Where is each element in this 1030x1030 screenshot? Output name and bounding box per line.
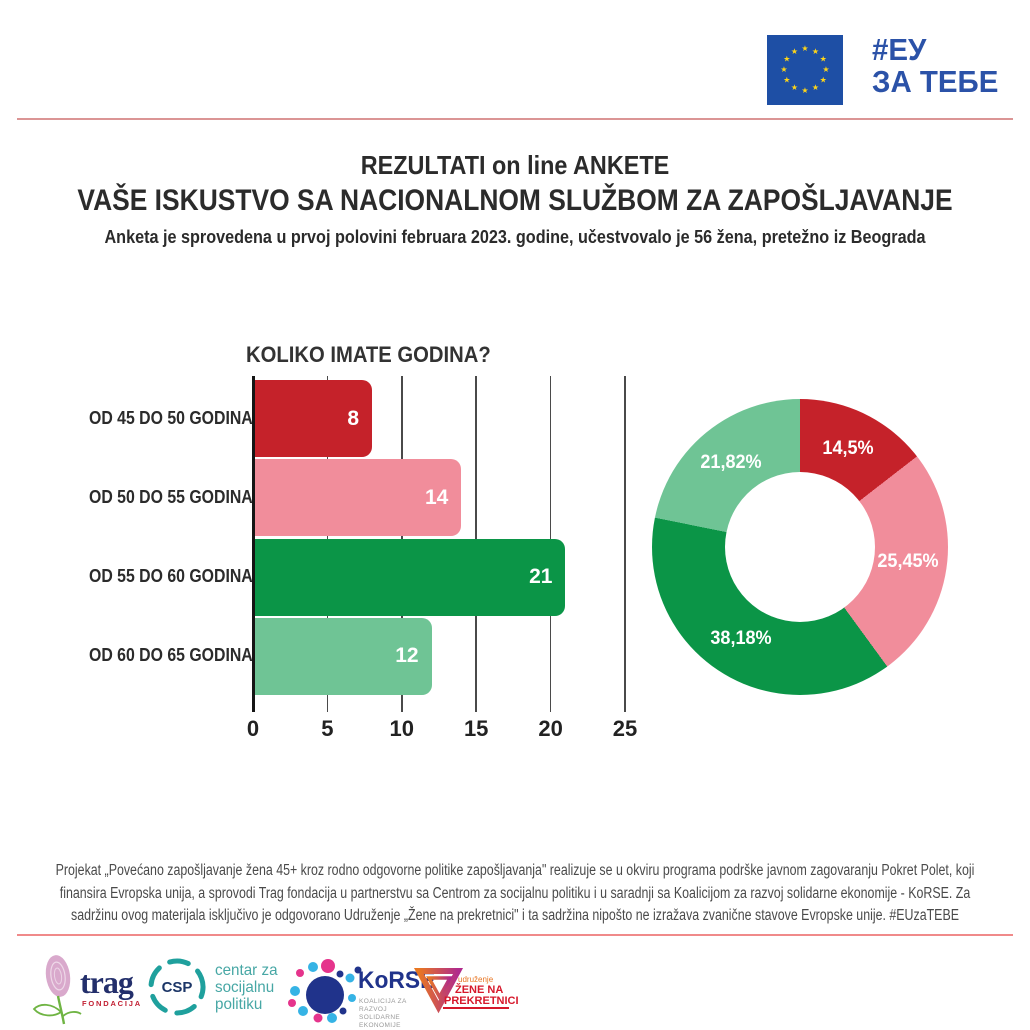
zene-underline	[443, 1007, 509, 1010]
eu-star-icon: ★	[822, 65, 829, 74]
eu-star-icon: ★	[820, 76, 827, 85]
donut-slice-label: 21,82%	[700, 451, 762, 473]
donut-chart: 14,5% 25,45% 38,18% 21,82%	[652, 399, 948, 695]
donut-slice-label: 38,18%	[710, 627, 772, 649]
eu-star-icon: ★	[791, 47, 798, 56]
project-disclaimer: Projekat „Povećano zapošljavanje žena 45…	[55, 862, 975, 924]
korse-logo: KoRSE KOALICIJA ZA RAZVOJ SOLIDARNE EKON…	[287, 950, 435, 1029]
bar-chart: KOLIKO IMATE GODINA? 0 5 10 15 20 25 OD 45 DO …	[85, 340, 655, 755]
trag-sub-label: FONDACIJA	[82, 999, 142, 1008]
trag-flower-icon	[32, 955, 82, 1025]
bar: 8	[254, 380, 373, 457]
zene-triangle-icon	[413, 968, 464, 1014]
donut-slice-label: 25,45%	[877, 551, 939, 573]
csp-text-line1: centar za	[215, 962, 278, 979]
survey-subtitle: Anketa je sprovedena u prvoj polovini fe…	[104, 227, 926, 247]
donut-slice-label: 14,5%	[822, 438, 874, 460]
bar-value-label: 14	[424, 485, 449, 509]
korse-tagline-line1: KOALICIJA ZA RAZVOJ	[359, 998, 407, 1013]
eu-star-icon: ★	[791, 83, 798, 92]
y-axis-line	[251, 376, 255, 712]
eu-hashtag-line1: #ЕУ	[872, 32, 927, 67]
eu-star-icon: ★	[820, 55, 827, 64]
bar-value-label: 12	[395, 644, 419, 668]
csp-text-line2: socijalnu	[215, 979, 275, 996]
eu-star-icon: ★	[783, 76, 790, 85]
eu-star-icon: ★	[812, 83, 819, 92]
korse-tagline: KOALICIJA ZA RAZVOJ SOLIDARNE EKONOMIJE	[359, 998, 427, 1030]
eu-flag-icon: ★ ★★★★★★★★★★★	[767, 35, 843, 105]
eu-hashtag: #ЕУ ЗА ТЕБЕ	[872, 34, 998, 98]
x-tick-label: 20	[538, 716, 563, 741]
eu-star-icon: ★	[801, 86, 808, 95]
bottom-divider	[17, 934, 1013, 937]
x-tick-label: 0	[246, 716, 260, 741]
bar-value-label: 21	[529, 565, 553, 589]
gridline	[624, 376, 626, 712]
bar: 21	[254, 538, 566, 616]
bar: 14	[254, 459, 462, 537]
korse-tagline-line2: SOLIDARNE EKONOMIJE	[359, 1014, 401, 1029]
csp-text-line3: politiku	[215, 996, 263, 1013]
eu-hashtag-line2: ЗА ТЕБЕ	[872, 64, 999, 99]
eu-star-icon: ★	[780, 65, 787, 74]
main-title-line2: VAŠE ISKUSTVO SA NACIONALNOM SLUŽBOM ZA …	[77, 184, 953, 217]
zene-na-prekretnici-logo: udruženje ŽENE NA PREKRETNICI	[413, 962, 523, 1017]
x-tick-label: 10	[389, 716, 415, 741]
eu-flag-stars: ★ ★★★★★★★★★★★	[780, 44, 829, 95]
csp-logo: CSP centar za socijalnu politiku	[143, 957, 308, 1019]
bar-category-label: OD 60 DO 65 GODINA	[89, 645, 253, 666]
main-title-line1: REZULTATI on line ANKETE	[360, 150, 670, 180]
eu-star-icon: ★	[801, 44, 808, 53]
zene-name-line2: PREKRETNICI	[444, 995, 519, 1007]
x-tick-label: 5	[321, 716, 334, 741]
csp-text: centar za socijalnu politiku	[215, 962, 278, 1013]
bar-category-label: OD 45 DO 50 GODINA	[89, 407, 253, 428]
donut-hole	[725, 472, 875, 622]
bar-category-label: OD 50 DO 55 GODINA	[89, 486, 253, 507]
bar: 12	[254, 617, 432, 695]
eu-star-icon: ★	[812, 47, 819, 56]
zene-small-label: udruženje	[458, 975, 494, 984]
top-divider	[17, 118, 1013, 121]
trag-wordmark: trag	[80, 964, 134, 1000]
csp-circle-icon	[148, 958, 206, 1016]
korse-dots-icon	[288, 959, 362, 1023]
zene-name-line1: ŽENE NA	[455, 984, 504, 996]
bar-value-label: 8	[347, 406, 360, 430]
trag-foundation-logo: trag FONDACIJA	[28, 950, 146, 1028]
csp-abbr: CSP	[162, 979, 193, 996]
x-tick-label: 25	[612, 716, 638, 741]
eu-star-icon: ★	[783, 55, 790, 64]
bar-category-label: OD 55 DO 60 GODINA	[89, 566, 253, 587]
x-tick-label: 15	[463, 716, 489, 741]
bar-chart-title: KOLIKO IMATE GODINA?	[246, 342, 491, 367]
